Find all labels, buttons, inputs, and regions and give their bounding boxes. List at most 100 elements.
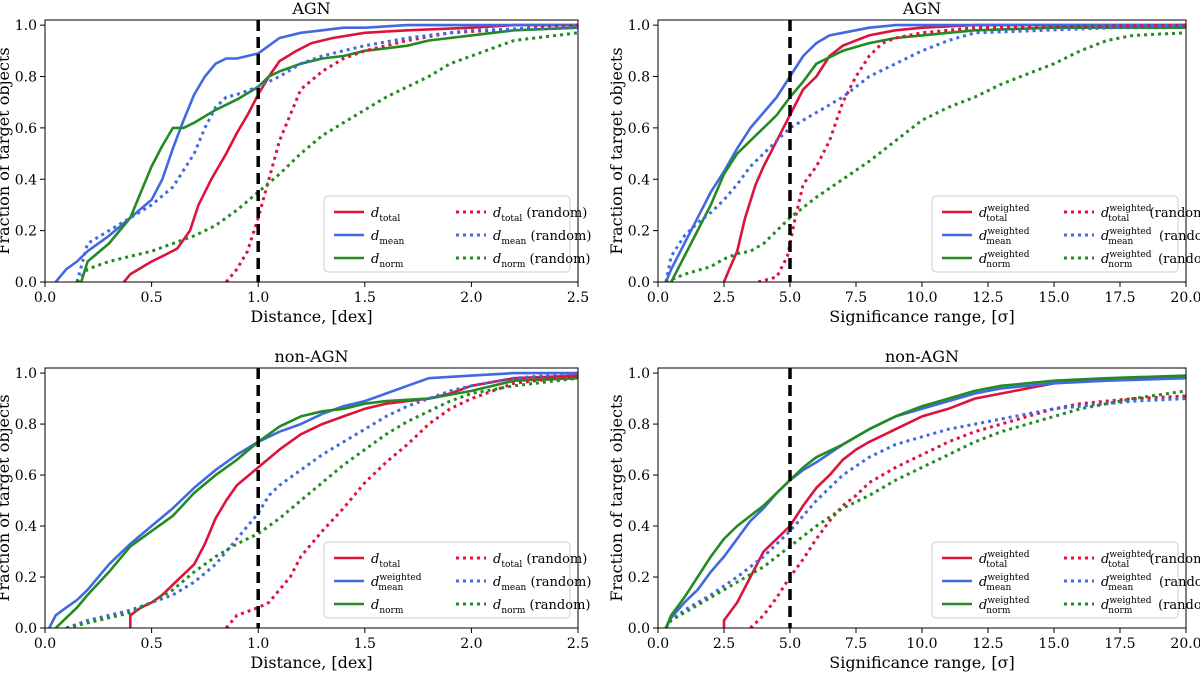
x-axis-label: Significance range, [σ] <box>829 307 1015 326</box>
x-tick-label: 0.0 <box>34 290 56 306</box>
legend-label: dmean <box>371 229 405 247</box>
x-tick-label: 20.0 <box>1170 636 1200 652</box>
legend-label: dweighted norm <box>979 596 1030 616</box>
legend-box <box>323 541 571 619</box>
y-tick-label: 0.2 <box>628 570 650 586</box>
legend-label: dnorm <box>371 598 404 616</box>
series-mean-line <box>664 376 1186 628</box>
y-axis-label: Fraction of target objects <box>0 394 13 601</box>
y-tick-label: 0.6 <box>15 468 37 484</box>
x-tick-label: 0.0 <box>647 290 669 306</box>
x-tick-label: 15.0 <box>1038 636 1069 652</box>
legend-label: dnorm <box>371 252 404 270</box>
legend-box <box>931 195 1179 273</box>
x-axis-label: Distance, [dex] <box>250 307 372 326</box>
series-total-line <box>722 376 1186 628</box>
series-total-random-line <box>225 374 578 628</box>
y-tick-label: 1.0 <box>15 18 37 34</box>
y-tick-label: 0.4 <box>628 172 650 188</box>
legend-label: dnorm (random) <box>493 598 590 616</box>
x-tick-label: 0.5 <box>140 290 162 306</box>
series-total-random-line <box>749 394 1186 628</box>
legend: dweighted total dweighted mean dweighted norm… <box>931 541 1200 619</box>
y-tick-label: 0.4 <box>15 519 37 535</box>
y-axis-label: Fraction of target objects <box>0 47 13 254</box>
x-tick-label: 2.5 <box>713 290 735 306</box>
x-tick-label: 7.5 <box>845 290 867 306</box>
x-tick-label: 10.0 <box>906 290 937 306</box>
series-mean-random-line <box>664 397 1186 628</box>
x-tick-label: 0.0 <box>34 636 56 652</box>
y-tick-label: 0.8 <box>628 70 650 86</box>
x-tick-label: 5.0 <box>779 636 801 652</box>
y-tick-label: 1.0 <box>628 366 650 382</box>
y-tick-label: 0.2 <box>628 224 650 240</box>
legend-label: dweighted total <box>979 204 1030 224</box>
x-tick-label: 2.0 <box>460 290 482 306</box>
x-tick-label: 1.5 <box>354 290 376 306</box>
series-mean-line <box>664 23 1186 282</box>
x-tick-label: 1.5 <box>354 636 376 652</box>
panel-1: 0.0 0.5 1.0 1.5 2.0 2.5 0.0 0.2 0.4 0.6 0.8 1.0 AGN D… <box>0 0 591 326</box>
x-tick-label: 12.5 <box>972 636 1003 652</box>
series-norm-line <box>54 376 578 628</box>
legend-box <box>931 541 1179 619</box>
chart-title: non-AGN <box>275 347 349 366</box>
y-tick-label: 0.0 <box>628 621 650 637</box>
x-axis-label: Distance, [dex] <box>250 653 372 672</box>
y-tick-label: 0.6 <box>15 121 37 137</box>
x-tick-label: 2.5 <box>713 636 735 652</box>
chart-title: non-AGN <box>885 347 959 366</box>
legend-label: dweighted mean <box>979 573 1030 593</box>
x-axis-label: Significance range, [σ] <box>829 653 1015 672</box>
series-norm-line <box>670 26 1186 282</box>
axes-frame <box>44 19 579 283</box>
legend-label: dtotal (random) <box>493 206 587 224</box>
panel-3: 0.0 0.5 1.0 1.5 2.0 2.5 0.0 0.2 0.4 0.6 0.8 1.0 non-… <box>0 347 591 672</box>
x-tick-label: 0.5 <box>140 636 162 652</box>
x-tick-label: 10.0 <box>906 636 937 652</box>
y-tick-label: 0.2 <box>15 570 37 586</box>
plot-area <box>54 23 578 282</box>
series-total-line <box>722 23 1186 282</box>
y-axis-label: Fraction of target objects <box>607 47 626 254</box>
series-mean-random-line <box>664 23 1186 282</box>
y-tick-label: 0.8 <box>15 70 37 86</box>
legend-label: dtotal (random) <box>493 552 587 570</box>
plot-area <box>664 23 1186 282</box>
legend-label: dweighted mean <box>979 227 1030 247</box>
y-axis-label: Fraction of target objects <box>607 394 626 601</box>
plot-area <box>664 374 1186 628</box>
x-tick-label: 0.0 <box>647 636 669 652</box>
legend-label: dweighted norm <box>979 250 1030 270</box>
y-tick-label: 1.0 <box>628 18 650 34</box>
legend-label: dmean (random) <box>493 229 591 247</box>
x-tick-label: 7.5 <box>845 636 867 652</box>
legend: dtotal dmean dnorm dtotal (random) dmean (ra… <box>323 195 591 273</box>
y-tick-label: 0.8 <box>628 417 650 433</box>
x-tick-label: 17.5 <box>1104 636 1135 652</box>
x-tick-label: 12.5 <box>972 290 1003 306</box>
y-tick-label: 0.4 <box>628 519 650 535</box>
series-norm-random-line <box>65 376 578 628</box>
series-norm-random-line <box>664 389 1186 628</box>
series-norm-line <box>664 374 1186 628</box>
legend: dtotal dweighted mean dnorm dtotal (random) d… <box>323 541 591 619</box>
x-tick-label: 2.5 <box>567 636 589 652</box>
chart-title: AGN <box>902 0 941 18</box>
x-tick-label: 2.0 <box>460 636 482 652</box>
x-tick-label: 20.0 <box>1170 290 1200 306</box>
plot-area <box>48 371 578 628</box>
legend-label: dtotal <box>371 206 400 224</box>
axes-frame <box>44 367 579 629</box>
legend-label: dweighted total <box>979 550 1030 570</box>
y-tick-label: 0.0 <box>15 275 37 291</box>
x-tick-label: 1.0 <box>247 636 269 652</box>
